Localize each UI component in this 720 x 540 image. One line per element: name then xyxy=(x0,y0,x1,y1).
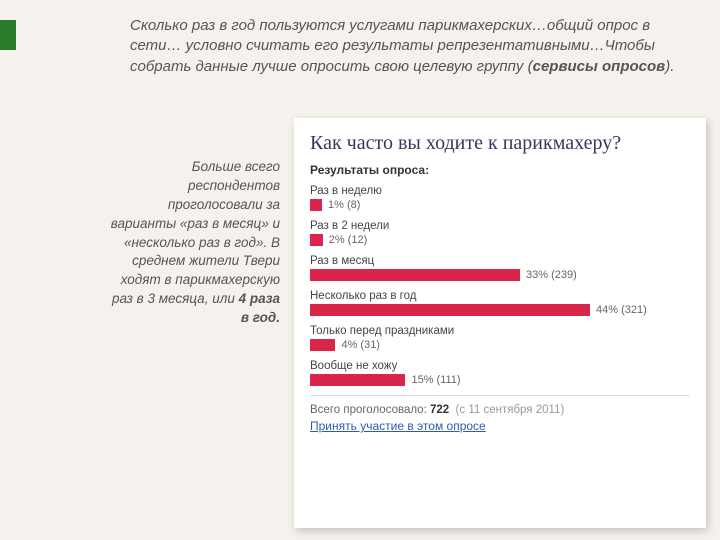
poll-title: Как часто вы ходите к парикмахеру? xyxy=(310,132,690,155)
poll-bar xyxy=(310,199,322,211)
poll-bar-line: 15% (111) xyxy=(310,374,690,386)
poll-row-value: 15% (111) xyxy=(411,374,460,386)
poll-row-value: 1% (8) xyxy=(328,199,360,211)
poll-bar xyxy=(310,339,335,351)
poll-bar xyxy=(310,234,323,246)
poll-row: Несколько раз в год 44% (321) xyxy=(310,290,690,316)
poll-bar-line: 33% (239) xyxy=(310,269,690,281)
accent-bar xyxy=(0,20,16,50)
poll-row: Раз в месяц 33% (239) xyxy=(310,255,690,281)
intro-text-2: ). xyxy=(665,58,674,75)
poll-row-value: 2% (12) xyxy=(329,234,368,246)
poll-card: Как часто вы ходите к парикмахеру? Резул… xyxy=(294,118,706,528)
poll-row: Раз в неделю 1% (8) xyxy=(310,185,690,211)
poll-subtitle: Результаты опроса: xyxy=(310,163,690,177)
side-paragraph: Больше всего респондентов проголосовали … xyxy=(108,158,280,328)
poll-row-label: Несколько раз в год xyxy=(310,290,690,302)
poll-bar-line: 44% (321) xyxy=(310,304,690,316)
poll-participate-link[interactable]: Принять участие в этом опросе xyxy=(310,419,486,433)
poll-row: Раз в 2 недели 2% (12) xyxy=(310,220,690,246)
poll-total: 722 xyxy=(430,404,449,416)
poll-row: Только перед праздниками 4% (31) xyxy=(310,325,690,351)
side-text-bold: 4 раза в год. xyxy=(239,291,280,325)
poll-row-label: Раз в неделю xyxy=(310,185,690,197)
poll-bar xyxy=(310,304,590,316)
poll-row-label: Раз в месяц xyxy=(310,255,690,267)
intro-paragraph: Сколько раз в год пользуются услугами па… xyxy=(130,16,700,77)
poll-row-label: Раз в 2 недели xyxy=(310,220,690,232)
poll-footer: Всего проголосовало: 722 (с 11 сентября … xyxy=(310,395,690,433)
poll-row-value: 4% (31) xyxy=(341,339,380,351)
poll-total-prefix: Всего проголосовало: xyxy=(310,404,430,416)
poll-bar-line: 4% (31) xyxy=(310,339,690,351)
poll-bar-line: 1% (8) xyxy=(310,199,690,211)
poll-date: (с 11 сентября 2011) xyxy=(456,404,565,416)
poll-rows: Раз в неделю1% (8)Раз в 2 недели2% (12)Р… xyxy=(310,185,690,386)
poll-bar xyxy=(310,269,520,281)
poll-bar xyxy=(310,374,405,386)
poll-row: Вообще не хожу 15% (111) xyxy=(310,360,690,386)
side-text-1: Больше всего респондентов проголосовали … xyxy=(111,159,280,306)
poll-row-value: 44% (321) xyxy=(596,304,647,316)
poll-row-label: Только перед праздниками xyxy=(310,325,690,337)
intro-text-bold: сервисы опросов xyxy=(533,58,666,75)
poll-row-value: 33% (239) xyxy=(526,269,577,281)
poll-row-label: Вообще не хожу xyxy=(310,360,690,372)
poll-bar-line: 2% (12) xyxy=(310,234,690,246)
